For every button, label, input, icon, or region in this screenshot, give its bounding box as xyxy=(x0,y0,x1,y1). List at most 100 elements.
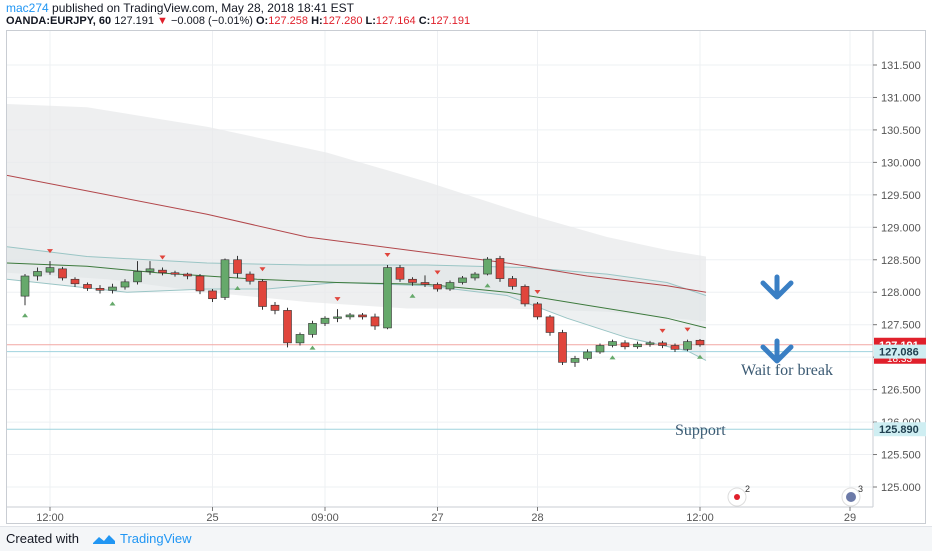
candle-body xyxy=(108,286,117,291)
countdown-tag: 18:33 xyxy=(887,354,912,365)
candle-body xyxy=(558,332,567,363)
fractal-markers xyxy=(22,249,703,360)
channel-band xyxy=(7,246,706,361)
channel-upper-line xyxy=(7,246,707,296)
candle-body xyxy=(270,304,280,311)
candle-body xyxy=(333,316,342,319)
candle-body xyxy=(170,272,180,275)
ideas-badge: 3 xyxy=(841,484,863,507)
publish-info: mac274 published on TradingView.com, May… xyxy=(6,1,354,15)
price-axis: 125.000125.500126.000126.500127.000127.5… xyxy=(872,31,926,507)
close-value: 127.191 xyxy=(430,15,471,27)
time-tick-label: 28 xyxy=(531,512,543,524)
fractal-up-marker xyxy=(47,249,53,254)
candle-body xyxy=(70,278,80,285)
fractal-up-marker xyxy=(534,289,541,294)
published-text: published on TradingView.com, May 28, 20… xyxy=(52,1,355,15)
ideas-dot xyxy=(846,492,856,502)
tradingview-brand[interactable]: TradingView xyxy=(120,531,192,546)
fractal-down-marker xyxy=(409,293,416,298)
candle-body xyxy=(345,314,355,318)
fractal-up-marker xyxy=(259,267,266,272)
created-with-text: Created with xyxy=(6,531,79,546)
candle-body xyxy=(258,280,267,307)
candle-body xyxy=(370,316,380,327)
slow-ma-line xyxy=(7,174,707,293)
close-label: C: xyxy=(418,15,431,27)
alerts-dot xyxy=(734,494,740,500)
candle-body xyxy=(20,275,30,297)
candle-body xyxy=(645,342,655,345)
price-tick-label: 125.500 xyxy=(881,450,921,462)
candle-body xyxy=(33,271,42,277)
open-label: O: xyxy=(256,15,269,27)
candle-body xyxy=(308,323,317,335)
fractal-down-marker xyxy=(309,345,316,350)
level-tag: 127.086 xyxy=(879,347,919,359)
price-tick-label: 128.500 xyxy=(881,255,921,267)
time-tick-label: 27 xyxy=(431,512,443,524)
symbol-label[interactable]: OANDA:EURJPY, 60 xyxy=(6,15,112,27)
candle-body xyxy=(220,259,230,298)
tradingview-logo-icon[interactable] xyxy=(92,533,116,545)
price-tick-label: 130.500 xyxy=(881,125,921,137)
time-tick-label: 12:00 xyxy=(686,512,714,524)
ohlc-legend: OANDA:EURJPY, 60 127.191 ▼ −0.008 (−0.01… xyxy=(6,15,470,27)
candle-body xyxy=(420,282,430,285)
last-price: 127.191 xyxy=(114,15,154,27)
candle-body xyxy=(483,258,492,275)
candle-body xyxy=(520,286,530,305)
candle-body xyxy=(45,267,55,273)
candle-body xyxy=(245,273,255,282)
candle-body xyxy=(95,288,105,291)
price-tick-label: 130.000 xyxy=(881,157,921,169)
mid-ma-line xyxy=(7,262,707,329)
candle-body xyxy=(583,351,592,359)
fractal-up-marker xyxy=(159,255,166,260)
candle-body xyxy=(395,267,405,280)
candle-body xyxy=(458,277,467,283)
wait-for-break-label: Wait for break xyxy=(741,362,833,379)
time-tick-label: 09:00 xyxy=(311,512,339,524)
indicator-bands xyxy=(7,104,707,361)
price-tick-label: 125.000 xyxy=(881,482,921,494)
down-arrow-2-icon xyxy=(760,338,794,364)
candle-body xyxy=(595,345,605,353)
drawing-annotations: Wait for break Support 2 3 xyxy=(675,274,863,507)
candle-body xyxy=(695,339,705,346)
price-chart[interactable]: 125.000125.500126.000126.500127.000127.5… xyxy=(7,31,927,525)
support-tag: 125.890 xyxy=(879,424,919,436)
candle-body xyxy=(233,259,242,274)
alerts-count: 2 xyxy=(745,484,750,494)
candle-series xyxy=(20,255,705,367)
change-down-icon: ▼ xyxy=(157,15,168,27)
candle-body xyxy=(158,269,167,274)
high-value: 127.280 xyxy=(322,15,363,27)
time-tick-label: 12:00 xyxy=(36,512,64,524)
chart-pane[interactable]: 125.000125.500126.000126.500127.000127.5… xyxy=(6,30,926,524)
candle-body xyxy=(383,267,392,329)
author-link[interactable]: mac274 xyxy=(6,1,49,15)
candle-body xyxy=(83,284,92,289)
fractal-down-marker xyxy=(697,354,703,359)
candle-body xyxy=(670,345,680,350)
candle-body xyxy=(208,290,217,300)
candle-body xyxy=(358,314,367,318)
time-axis: 12:00 25 09:00 27 28 12:00 29 xyxy=(7,506,873,524)
support-label: Support xyxy=(675,422,726,439)
time-tick-label: 25 xyxy=(206,512,218,524)
price-tick-label: 129.000 xyxy=(881,222,921,234)
channel-lower-line xyxy=(7,278,707,361)
candle-body xyxy=(608,341,617,346)
fractal-down-marker xyxy=(609,355,616,360)
fractal-down-marker xyxy=(234,285,241,290)
candle-body xyxy=(283,310,292,344)
fractal-down-marker xyxy=(484,283,491,288)
candle-body xyxy=(433,284,442,290)
fractal-down-marker xyxy=(109,301,116,306)
low-value: 127.164 xyxy=(375,15,416,27)
horizontal-levels xyxy=(7,344,873,430)
chart-header: mac274 published on TradingView.com, May… xyxy=(6,0,926,30)
candle-body xyxy=(495,258,505,279)
candle-body xyxy=(320,317,330,324)
